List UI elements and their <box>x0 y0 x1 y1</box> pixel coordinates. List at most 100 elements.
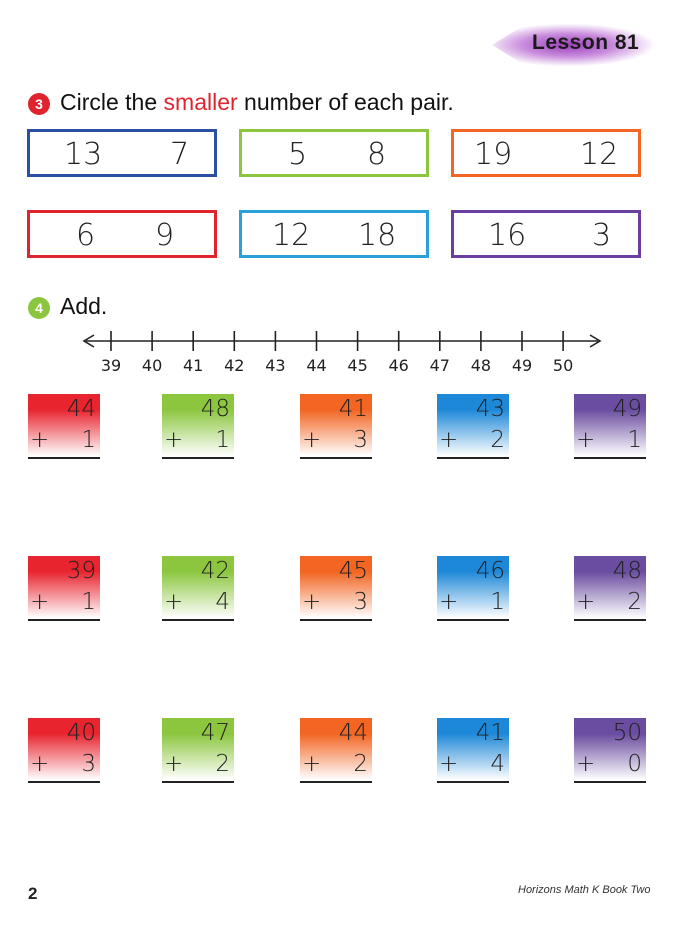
number-line-label: 47 <box>429 356 450 375</box>
answer-line[interactable] <box>300 457 372 459</box>
answer-line[interactable] <box>162 619 234 621</box>
instruction-suffix: number of each pair. <box>237 89 454 115</box>
addition-problem[interactable]: 48 +2 <box>574 556 646 621</box>
plus-sign: + <box>30 751 50 777</box>
addition-problem[interactable]: 48 +1 <box>162 394 234 459</box>
pair-number-left[interactable]: 13 <box>64 137 103 172</box>
problem-bottom-number: 1 <box>81 589 96 615</box>
plus-sign: + <box>302 751 322 777</box>
problem-color-swatch <box>437 718 509 780</box>
addition-problem[interactable]: 39 +1 <box>28 556 100 621</box>
answer-line[interactable] <box>162 781 234 783</box>
addition-problem[interactable]: 41 +3 <box>300 394 372 459</box>
instruction-prefix: Circle the <box>60 89 164 115</box>
addition-problem[interactable]: 47 +2 <box>162 718 234 783</box>
problem-color-swatch <box>300 394 372 456</box>
problem-top-number: 41 <box>475 720 505 746</box>
pair-number-left[interactable]: 5 <box>288 137 308 172</box>
answer-line[interactable] <box>28 781 100 783</box>
answer-line[interactable] <box>437 781 509 783</box>
pair-number-left[interactable]: 19 <box>474 137 513 172</box>
addition-problem[interactable]: 40 +3 <box>28 718 100 783</box>
addition-problem[interactable]: 43 +2 <box>437 394 509 459</box>
number-pair-box[interactable]: 5 8 <box>239 129 429 177</box>
pair-number-left[interactable]: 12 <box>272 218 311 253</box>
plus-sign: + <box>576 589 596 615</box>
answer-line[interactable] <box>574 619 646 621</box>
addition-problem[interactable]: 50 +0 <box>574 718 646 783</box>
problem-top-number: 41 <box>338 396 368 422</box>
problem-color-swatch <box>574 394 646 456</box>
answer-line[interactable] <box>437 619 509 621</box>
problem-bottom-number: 3 <box>353 427 368 453</box>
pair-number-right[interactable]: 12 <box>580 137 619 172</box>
answer-line[interactable] <box>300 619 372 621</box>
addition-problem[interactable]: 49 +1 <box>574 394 646 459</box>
answer-line[interactable] <box>574 781 646 783</box>
pair-number-right[interactable]: 3 <box>592 218 612 253</box>
plus-sign: + <box>30 589 50 615</box>
addition-problem[interactable]: 42 +4 <box>162 556 234 621</box>
problem-bottom-number: 1 <box>215 427 230 453</box>
addition-problem[interactable]: 41 +4 <box>437 718 509 783</box>
problem-top-number: 49 <box>612 396 642 422</box>
problem-color-swatch <box>162 394 234 456</box>
answer-line[interactable] <box>300 781 372 783</box>
plus-sign: + <box>164 751 184 777</box>
pair-number-left[interactable]: 16 <box>488 218 527 253</box>
lesson-label: Lesson 81 <box>532 31 640 54</box>
problem-top-number: 42 <box>200 558 230 584</box>
answer-line[interactable] <box>28 619 100 621</box>
number-line-label: 42 <box>224 356 245 375</box>
plus-sign: + <box>302 589 322 615</box>
section-4-instruction: Add. <box>60 293 108 319</box>
addition-problem[interactable]: 44 +1 <box>28 394 100 459</box>
pair-number-right[interactable]: 18 <box>358 218 397 253</box>
number-pair-box[interactable]: 16 3 <box>451 210 641 258</box>
number-pair-box[interactable]: 12 18 <box>239 210 429 258</box>
problem-bottom-number: 1 <box>81 427 96 453</box>
number-line-label: 43 <box>265 356 286 375</box>
problem-bottom-number: 1 <box>490 589 505 615</box>
addition-problem[interactable]: 46 +1 <box>437 556 509 621</box>
answer-line[interactable] <box>162 457 234 459</box>
number-line-label: 39 <box>100 356 122 375</box>
problem-bottom-number: 0 <box>627 751 642 777</box>
pair-number-right[interactable]: 9 <box>155 218 175 253</box>
number-line-label: 40 <box>141 356 163 375</box>
number-pair-box[interactable]: 6 9 <box>27 210 217 258</box>
plus-sign: + <box>30 427 50 453</box>
problem-top-number: 50 <box>612 720 642 746</box>
problem-color-swatch <box>162 556 234 618</box>
book-title: Horizons Math K Book Two <box>518 884 651 896</box>
problem-bottom-number: 3 <box>353 589 368 615</box>
addition-problem[interactable]: 44 +2 <box>300 718 372 783</box>
addition-problem[interactable]: 45 +3 <box>300 556 372 621</box>
answer-line[interactable] <box>574 457 646 459</box>
number-line-label: 41 <box>183 356 204 375</box>
plus-sign: + <box>439 427 459 453</box>
section-3-number-badge: 3 <box>28 93 50 115</box>
problem-top-number: 44 <box>338 720 368 746</box>
number-line-label: 44 <box>306 356 327 375</box>
pair-number-right[interactable]: 8 <box>367 137 387 172</box>
problem-color-swatch <box>28 394 100 456</box>
problem-top-number: 44 <box>66 396 96 422</box>
problem-bottom-number: 3 <box>81 751 96 777</box>
number-pair-box[interactable]: 19 12 <box>451 129 641 177</box>
pair-number-left[interactable]: 6 <box>76 218 96 253</box>
pair-number-right[interactable]: 7 <box>170 137 190 172</box>
problem-bottom-number: 2 <box>490 427 505 453</box>
problem-color-swatch <box>300 556 372 618</box>
answer-line[interactable] <box>28 457 100 459</box>
problem-bottom-number: 2 <box>627 589 642 615</box>
problem-color-swatch <box>28 556 100 618</box>
answer-line[interactable] <box>437 457 509 459</box>
number-line-label: 50 <box>552 356 574 375</box>
section-3-instruction: Circle the smaller number of each pair. <box>60 89 454 116</box>
instruction-highlight-word: smaller <box>163 89 238 115</box>
problem-top-number: 43 <box>475 396 505 422</box>
number-pair-box[interactable]: 13 7 <box>27 129 217 177</box>
lesson-banner <box>492 22 662 68</box>
problem-top-number: 39 <box>66 558 96 584</box>
